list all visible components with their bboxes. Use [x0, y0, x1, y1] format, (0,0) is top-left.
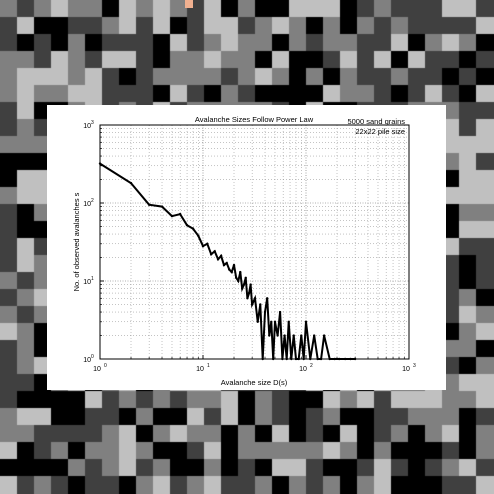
data-point	[209, 253, 213, 256]
annotation-line-1: 5000 sand grains	[347, 117, 405, 126]
x-tick-labels: 10 0 10 1 10 2 10 3	[93, 363, 416, 373]
plot-window: Avalanche Sizes Follow Power Law 5000 sa…	[47, 105, 446, 390]
data-point	[316, 357, 319, 361]
data-point	[265, 297, 269, 300]
data-point	[237, 279, 240, 283]
data-point	[247, 291, 251, 295]
series-points	[98, 162, 357, 361]
data-point	[246, 297, 249, 300]
y-tick-exponent: 0	[91, 354, 94, 360]
data-point	[353, 357, 357, 361]
data-point	[178, 212, 182, 216]
data-point	[276, 334, 279, 337]
data-point	[322, 334, 326, 337]
plot-frame	[99, 124, 410, 360]
y-tick-label: 10	[83, 201, 91, 208]
chart-title: Avalanche Sizes Follow Power Law	[195, 115, 314, 124]
data-point	[349, 357, 352, 361]
data-point	[300, 334, 303, 337]
data-point	[239, 270, 242, 274]
data-point	[263, 310, 267, 314]
data-point	[271, 357, 275, 361]
y-axis-label: No. of observed avalanches s	[72, 192, 81, 291]
data-point	[222, 263, 226, 267]
x-tick-exponent: 3	[413, 363, 416, 369]
data-point	[259, 303, 262, 306]
x-tick-label: 10	[402, 366, 410, 373]
y-tick-exponent: 1	[91, 276, 94, 282]
data-point	[256, 320, 259, 323]
x-axis-label: Avalanche size D(s)	[221, 378, 288, 387]
x-tick-exponent: 1	[207, 363, 210, 369]
data-point	[292, 334, 295, 337]
data-point	[278, 310, 282, 314]
data-point	[230, 270, 233, 274]
data-point	[281, 357, 284, 361]
y-tick-exponent: 3	[91, 120, 94, 126]
data-point	[232, 263, 236, 267]
data-point	[219, 254, 223, 258]
axis-ticks	[99, 124, 410, 360]
data-point	[234, 276, 238, 279]
data-point	[270, 320, 273, 323]
data-point	[225, 261, 228, 265]
grain-drop-marker	[185, 0, 193, 8]
data-point	[328, 357, 331, 361]
data-point	[297, 357, 300, 361]
data-point	[213, 250, 216, 253]
data-point	[333, 357, 336, 361]
data-point	[287, 320, 290, 323]
x-tick-label: 10	[299, 366, 307, 373]
data-point	[170, 214, 174, 218]
data-point	[250, 303, 254, 306]
x-tick-exponent: 0	[104, 363, 107, 369]
data-point	[216, 258, 220, 261]
data-point	[185, 223, 189, 227]
data-point	[294, 357, 298, 361]
y-tick-label: 10	[83, 279, 91, 286]
data-point	[253, 297, 257, 300]
annotation-line-2: 22x22 pile size	[355, 127, 405, 136]
avalanche-chart: Avalanche Sizes Follow Power Law 5000 sa…	[72, 115, 416, 387]
data-point	[201, 244, 205, 248]
y-tick-label: 10	[83, 357, 91, 364]
data-point	[304, 320, 308, 323]
x-tick-exponent: 2	[310, 363, 313, 369]
data-point	[228, 268, 231, 271]
data-point	[240, 287, 244, 290]
grid-lines	[100, 125, 409, 359]
avalanche-series-line	[99, 162, 356, 360]
data-point	[343, 357, 347, 361]
data-point	[129, 181, 133, 185]
data-point	[312, 334, 316, 337]
data-point	[337, 357, 341, 361]
data-point	[206, 242, 209, 245]
y-tick-label: 10	[83, 123, 91, 130]
data-point	[147, 203, 151, 206]
x-tick-label: 10	[93, 366, 101, 373]
data-point	[290, 357, 293, 361]
data-point	[249, 283, 252, 286]
data-point	[191, 227, 195, 230]
data-point	[197, 234, 200, 237]
data-point	[244, 276, 247, 279]
data-point	[319, 357, 323, 361]
data-point	[273, 320, 277, 323]
data-point	[268, 334, 271, 337]
data-point	[285, 357, 288, 361]
data-point	[261, 357, 264, 361]
y-tick-exponent: 2	[91, 198, 94, 204]
data-point	[160, 205, 164, 208]
data-point	[242, 283, 246, 286]
data-point	[283, 334, 286, 337]
data-point	[98, 162, 102, 165]
data-point	[302, 357, 305, 361]
x-tick-label: 10	[196, 366, 204, 373]
data-point	[309, 357, 312, 361]
